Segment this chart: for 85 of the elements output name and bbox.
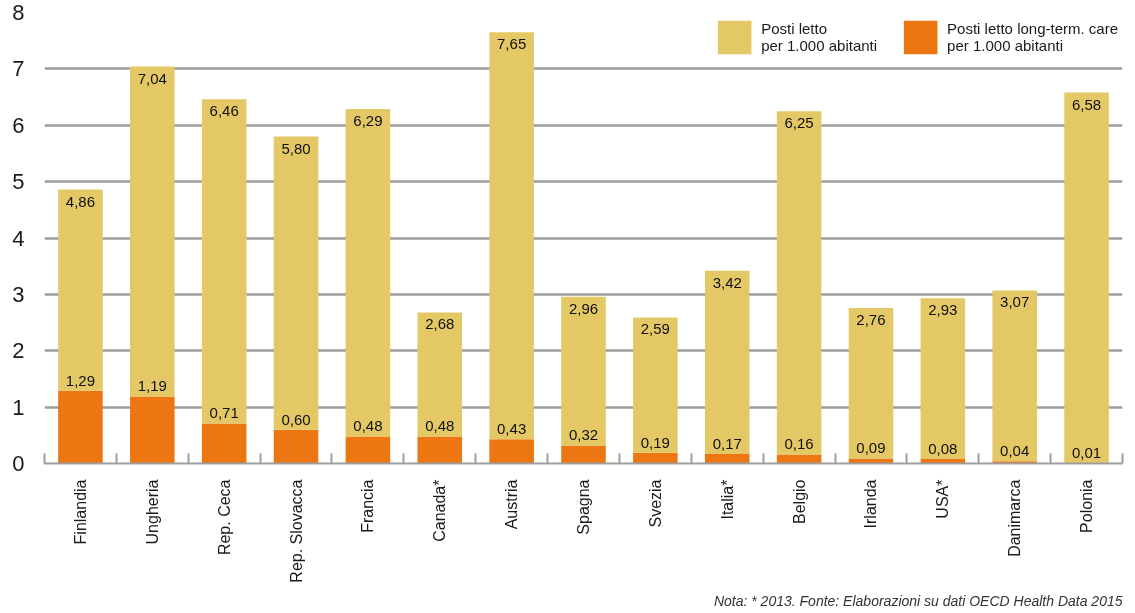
data-label: 0,71 [209,404,239,422]
total-label: 7,65 [497,35,527,53]
y-tick-label: 5 [12,169,25,195]
x-tick-label: Danimarca [1006,479,1024,557]
x-tick-label: Irlanda [862,479,880,529]
total-label: 2,59 [640,320,670,338]
bar [776,111,822,455]
x-tick-label: Svezia [646,479,664,528]
total-label: 2,96 [568,299,599,317]
x-tick-label: Rep. Slovacca [287,479,305,583]
bar [345,436,391,464]
bar [992,290,1037,462]
total-label: 4,86 [65,192,96,210]
bar [920,298,966,459]
y-tick-label: 7 [12,56,25,82]
total-label: 3,42 [712,273,742,291]
text: Nota: * 2013. Fonte: Elaborazioni su dati OECD Health Data 2015 [713,592,1123,609]
total-label: 6,25 [784,114,814,132]
legend-label: Posti letto long-term. care per 1.000 abitanti [947,20,1118,54]
data-label: 0,32 [568,426,599,444]
total-label: 7,04 [137,69,167,87]
bar [130,66,175,397]
total-label: 6,46 [209,102,239,120]
data-label: 1,19 [137,377,167,395]
data-label: 0,17 [712,434,742,452]
data-label: 0,08 [928,439,958,457]
data-label: 0,48 [353,417,383,435]
bar [58,390,103,464]
bar [273,429,319,464]
total-label: 6,29 [353,111,383,129]
x-tick-label: Polonia [1078,479,1096,533]
bar [489,439,534,464]
y-tick-label: 0 [12,451,25,476]
bar [417,312,463,437]
x-tick-label: Italia* [718,479,736,520]
data-label: 0,19 [640,433,670,451]
y-tick-label: 3 [12,281,25,307]
bar [633,317,678,453]
bar [489,32,534,440]
total-label: 5,80 [281,139,311,157]
x-tick-label: Belgio [790,479,808,524]
total-label: 2,93 [928,301,958,319]
total-label: 2,76 [856,310,886,328]
total-label: 3,07 [1000,293,1030,311]
x-tick-label: Rep. Ceca [215,479,233,556]
bar [848,458,894,464]
bar [273,136,319,430]
bar [345,108,391,437]
x-tick-label: USA* [934,479,952,519]
bar [992,461,1037,464]
total-label: 2,68 [425,315,455,333]
bar [201,423,247,464]
data-label: 0,16 [784,435,814,453]
bar [1064,92,1109,463]
x-tick-label: Austria [503,479,521,530]
bar [130,396,175,464]
x-tick-label: Canada* [431,479,449,542]
y-tick-label: 8 [12,0,25,25]
legend-label: Posti letto per 1.000 abitanti [761,20,878,54]
x-tick-label: Finlandia [71,479,89,545]
bar [633,452,678,464]
y-tick-label: 2 [12,338,25,364]
bar [561,296,606,446]
data-label: 0,43 [497,420,527,438]
bar [776,454,822,464]
data-label: 0,48 [425,417,455,435]
data-label: 0,04 [1000,442,1030,460]
bar [704,270,750,454]
x-tick-label: Ungheria [143,479,161,545]
y-tick-label: 6 [12,112,25,138]
data-label: 0,09 [856,439,886,457]
bar [561,445,606,464]
data-label: 0,01 [1071,443,1102,461]
bar [201,99,247,424]
bar [417,436,463,464]
x-tick-label: Francia [359,479,377,533]
y-tick-label: 1 [12,394,25,420]
data-label: 0,60 [281,410,311,428]
x-tick-label: Spagna [575,479,592,535]
data-label: 1,29 [65,371,96,389]
bar [58,189,103,391]
y-tick-label: 4 [12,225,25,251]
total-label: 6,58 [1071,95,1102,113]
bar [848,307,894,459]
bar [704,453,750,464]
